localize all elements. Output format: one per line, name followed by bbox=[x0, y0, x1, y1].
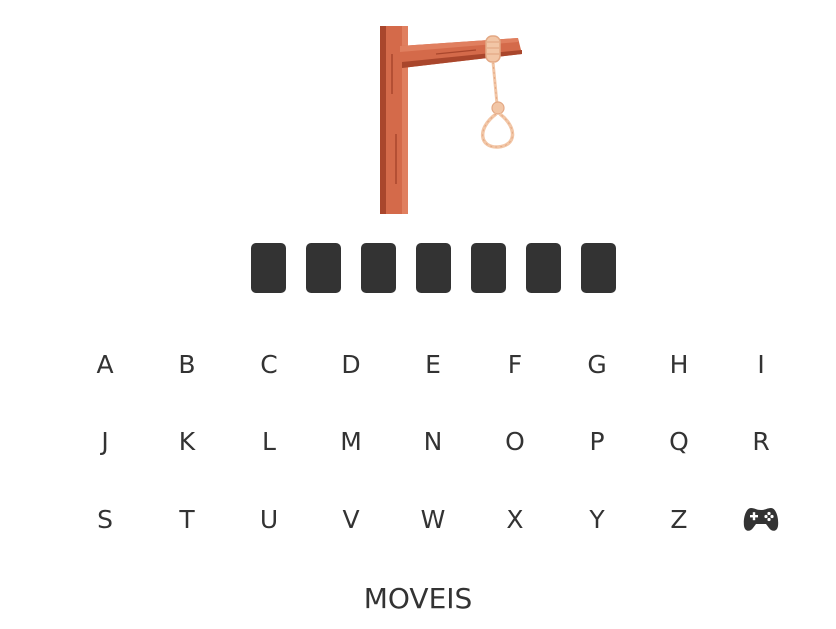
key-p[interactable]: P bbox=[589, 426, 605, 456]
gamepad-icon[interactable] bbox=[742, 504, 780, 534]
key-n[interactable]: N bbox=[423, 426, 443, 456]
key-d[interactable]: D bbox=[341, 349, 361, 379]
key-s[interactable]: S bbox=[97, 504, 113, 534]
key-y[interactable]: Y bbox=[589, 504, 605, 534]
key-f[interactable]: F bbox=[507, 349, 523, 379]
gallows-illustration bbox=[380, 26, 522, 214]
letter-slot bbox=[471, 243, 506, 293]
letter-slot bbox=[526, 243, 561, 293]
letter-slot bbox=[251, 243, 286, 293]
key-u[interactable]: U bbox=[259, 504, 279, 534]
letter-slot bbox=[361, 243, 396, 293]
key-r[interactable]: R bbox=[752, 426, 770, 456]
key-q[interactable]: Q bbox=[669, 426, 689, 456]
key-e[interactable]: E bbox=[425, 349, 441, 379]
letter-slot bbox=[416, 243, 451, 293]
category-label: MOVEIS bbox=[363, 582, 473, 615]
key-b[interactable]: B bbox=[178, 349, 196, 379]
key-i[interactable]: I bbox=[757, 349, 765, 379]
hidden-word bbox=[251, 243, 616, 293]
letter-slot bbox=[581, 243, 616, 293]
key-c[interactable]: C bbox=[260, 349, 278, 379]
key-w[interactable]: W bbox=[420, 504, 446, 534]
key-h[interactable]: H bbox=[669, 349, 689, 379]
key-a[interactable]: A bbox=[96, 349, 114, 379]
key-g[interactable]: G bbox=[587, 349, 607, 379]
key-j[interactable]: J bbox=[101, 426, 109, 456]
key-t[interactable]: T bbox=[179, 504, 195, 534]
key-x[interactable]: X bbox=[506, 504, 524, 534]
key-m[interactable]: M bbox=[340, 426, 362, 456]
letter-slot bbox=[306, 243, 341, 293]
key-k[interactable]: K bbox=[178, 426, 196, 456]
key-v[interactable]: V bbox=[342, 504, 360, 534]
key-l[interactable]: L bbox=[262, 426, 276, 456]
key-o[interactable]: O bbox=[505, 426, 525, 456]
key-z[interactable]: Z bbox=[670, 504, 688, 534]
